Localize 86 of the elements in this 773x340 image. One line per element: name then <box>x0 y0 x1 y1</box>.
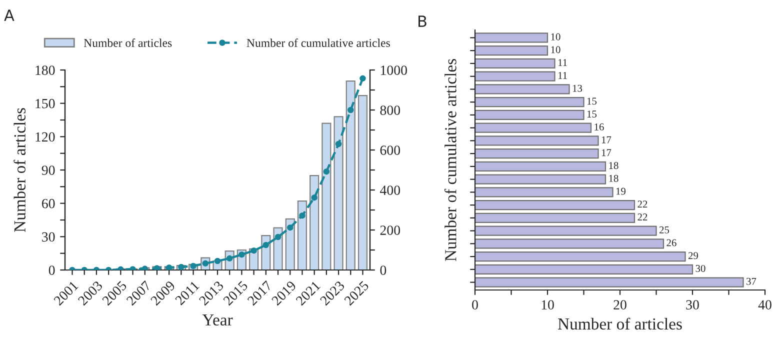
data-label: 22 <box>638 214 648 220</box>
y-tick-label: 30 <box>42 232 55 242</box>
y2-tick-label: 1000 <box>380 66 407 75</box>
bar <box>310 175 320 270</box>
point <box>274 234 282 240</box>
y-tick-label: 0 <box>48 266 55 275</box>
bar <box>475 212 636 223</box>
data-label: 13 <box>572 84 582 92</box>
bar <box>475 58 556 69</box>
y2-tick-label: 200 <box>380 226 400 235</box>
data-label: 10 <box>551 33 560 40</box>
y-tick-label: 150 <box>36 98 55 108</box>
bar <box>475 251 686 262</box>
bar <box>475 97 584 108</box>
point <box>238 251 245 258</box>
bar <box>346 80 356 270</box>
bar <box>475 136 599 146</box>
x-tick-label: 20 <box>614 300 626 310</box>
data-label: 29 <box>688 252 698 260</box>
x-axis-title: Number of articles <box>558 318 682 330</box>
x-tick-label: 10 <box>542 300 554 310</box>
data-label: 22 <box>638 200 648 208</box>
point <box>335 140 342 148</box>
y-axis-title: Number of cumulative articles <box>444 59 456 262</box>
bar <box>297 200 308 270</box>
x-tick-label: 0 <box>472 300 478 310</box>
bar <box>475 110 584 120</box>
y-tick-label: 180 <box>36 66 55 75</box>
x-tick-label: 30 <box>686 300 699 310</box>
y-tick-label: 90 <box>42 166 55 175</box>
data-label: 11 <box>558 72 567 79</box>
data-label: 30 <box>696 264 706 272</box>
point <box>262 242 270 248</box>
bar <box>475 161 606 172</box>
point <box>286 224 294 231</box>
chart-title: A <box>4 10 14 21</box>
bar <box>322 122 332 270</box>
data-label: 37 <box>746 278 756 285</box>
y2-tick-label: 0 <box>380 266 386 275</box>
data-label: 26 <box>666 239 676 246</box>
bar <box>475 32 548 43</box>
bar <box>475 238 664 249</box>
data-label: 18 <box>609 174 618 182</box>
point <box>323 168 330 175</box>
bar <box>475 226 657 236</box>
data-label: 25 <box>659 226 670 234</box>
point <box>299 212 306 219</box>
x-tick-label: 2011 <box>174 280 200 306</box>
point <box>360 75 366 82</box>
data-label: 10 <box>551 46 560 54</box>
bar <box>358 95 368 270</box>
data-label: 16 <box>594 123 604 130</box>
legend-label: Number of articles <box>84 38 172 47</box>
bar <box>475 174 606 184</box>
y-tick-label: 60 <box>42 198 55 208</box>
point <box>348 106 354 114</box>
y2-tick-label: 800 <box>380 106 400 115</box>
bar <box>285 218 295 270</box>
point <box>250 247 257 254</box>
legend-label: Number of cumulative articles <box>246 38 390 47</box>
bar <box>475 187 614 198</box>
data-label: 15 <box>587 98 597 105</box>
point <box>214 258 221 264</box>
bar <box>475 200 636 210</box>
bar <box>475 84 570 94</box>
chart-title: B <box>418 16 426 27</box>
y-tick-label: 120 <box>36 132 55 142</box>
data-label: 17 <box>602 149 612 156</box>
data-label: 11 <box>558 59 567 66</box>
x-axis-title: Year <box>202 314 233 326</box>
bar <box>475 264 694 274</box>
data-label: 18 <box>609 162 618 170</box>
bar <box>334 116 344 270</box>
y2-tick-label: 400 <box>380 186 400 195</box>
y-axis-title: Number of articles <box>14 108 26 232</box>
bar <box>475 46 548 56</box>
bar <box>475 122 592 133</box>
bar <box>475 277 744 288</box>
point <box>311 194 318 201</box>
data-label: 19 <box>616 188 626 195</box>
bar <box>475 71 556 82</box>
x-tick-label: 40 <box>758 300 772 310</box>
bar <box>475 148 599 159</box>
data-label: 15 <box>587 110 597 118</box>
data-label: 17 <box>602 136 612 144</box>
y2-tick-label: 600 <box>380 146 400 155</box>
